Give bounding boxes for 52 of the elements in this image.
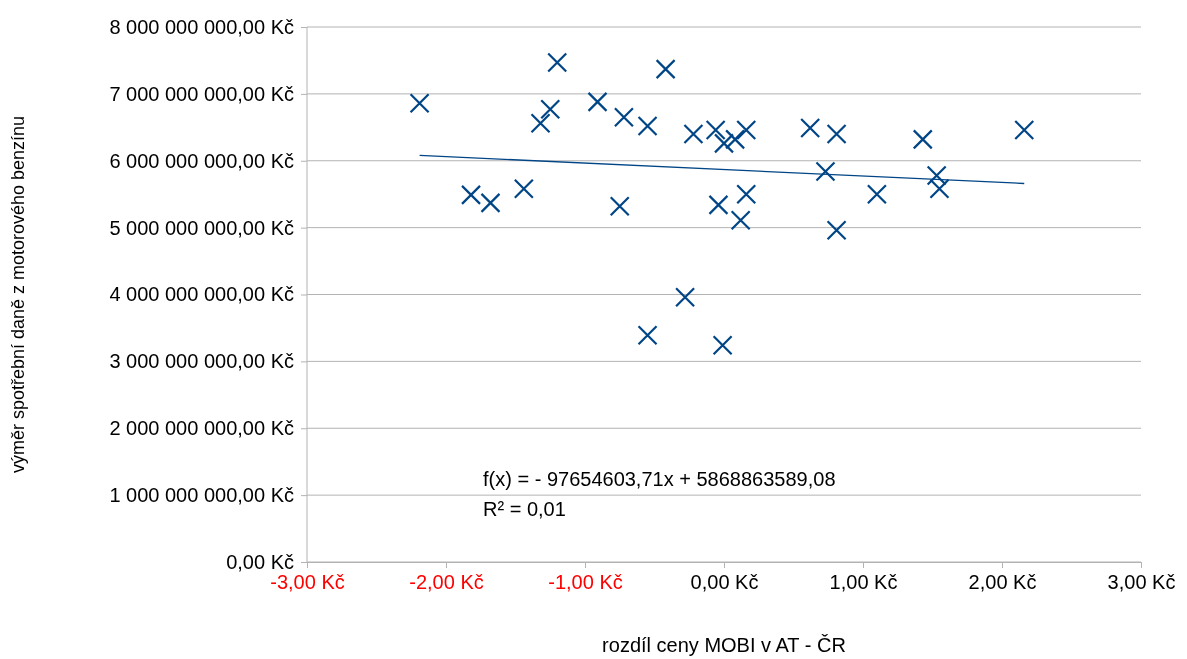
y-tick-label: 7 000 000 000,00 Kč [109, 82, 294, 105]
point [712, 335, 733, 356]
x-tick-label: -1,00 Kč [548, 571, 623, 593]
point [826, 123, 847, 145]
x-tick-label: 2,00 Kč [968, 571, 1037, 593]
point [708, 194, 729, 215]
point [609, 196, 630, 217]
annotation: f(x) = - 97654603,71x + 5868863589,08 [483, 468, 836, 490]
point [683, 123, 704, 145]
x-tick-label: 3,00 Kč [1107, 571, 1176, 593]
y-tick-label: 5 000 000 000,00 Kč [109, 216, 294, 239]
point [547, 52, 568, 73]
point [674, 287, 696, 308]
point [655, 59, 676, 80]
point [587, 91, 608, 112]
point [736, 119, 757, 141]
point [613, 107, 635, 128]
point [513, 178, 534, 199]
y-tick-label: 0,00 Kč [226, 550, 294, 573]
point [409, 93, 430, 114]
x-tick-label: -3,00 Kč [270, 571, 345, 593]
y-tick-label: 2 000 000 000,00 Kč [109, 417, 294, 440]
point [713, 133, 735, 154]
point [815, 161, 836, 182]
point [637, 325, 658, 346]
y-tick-label: 3 000 000 000,00 Kč [109, 350, 294, 373]
x-tick-label: 1,00 Kč [829, 571, 898, 593]
point [1014, 119, 1035, 141]
point [866, 184, 887, 205]
point [480, 192, 501, 213]
point [929, 178, 950, 199]
y-tick-label: 4 000 000 000,00 Kč [109, 283, 294, 306]
point [730, 210, 751, 231]
y-tick-label: 6 000 000 000,00 Kč [109, 149, 294, 172]
annotation: R² = 0,01 [483, 498, 566, 520]
point [725, 129, 746, 150]
point [800, 117, 821, 139]
point [826, 220, 847, 241]
y-axis-title: výměr spotřební daně z motorového benzínu [8, 115, 28, 474]
point [540, 99, 561, 120]
x-axis-title: rozdíl ceny MOBI v AT - ČR [602, 634, 846, 656]
y-tick-label: 1 000 000 000,00 Kč [109, 484, 294, 507]
point [705, 119, 726, 141]
y-tick-label: 8 000 000 000,00 Kč [109, 15, 294, 38]
point [912, 129, 933, 150]
x-tick-label: 0,00 Kč [690, 571, 759, 593]
point [460, 184, 482, 205]
point [530, 113, 551, 134]
x-tick-label: -2,00 Kč [409, 571, 484, 593]
point [736, 184, 757, 205]
point [637, 115, 658, 137]
point [926, 165, 947, 186]
